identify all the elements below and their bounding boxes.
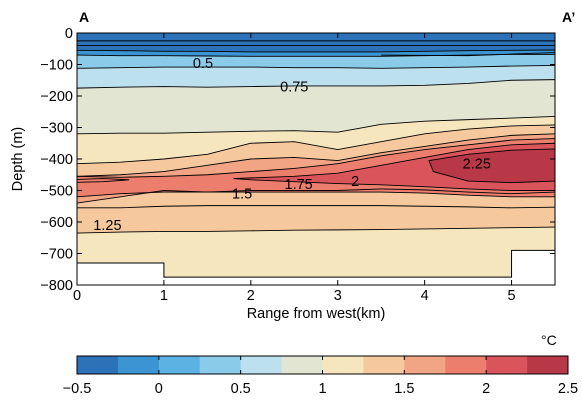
x-tick-label: 5 [508,288,516,304]
y-tick-label: −400 [40,152,73,168]
colorbar-tick-label: 2.5 [558,381,578,397]
contour-label: 2 [351,174,359,190]
x-axis: 0 1 2 3 4 5 [73,33,516,304]
x-axis-label: Range from west(km) [247,306,386,322]
colorbar-swatch [486,356,528,374]
contour-labels: 0.5 0.75 2.25 2 1.75 1.5 1.25 [93,56,491,234]
colorbar-swatch [117,356,160,374]
colorbar-swatch [199,356,241,374]
colorbar: −0.5 0 0.5 1 1.5 2 2.5 [63,355,578,397]
y-tick-label: −500 [40,184,73,200]
colorbar-tick-label: 1.5 [394,381,414,397]
colorbar-tick-label: −0.5 [63,381,92,397]
contour-line-2 [77,64,555,69]
contour-line-0 [77,49,555,53]
contour-line-7 [77,188,555,204]
contour-line-8 [77,205,555,209]
contour-line-1 [77,53,555,57]
colorbar-swatch [445,356,487,374]
y-axis-label: Depth (m) [10,127,26,191]
contour-line-5 [77,124,555,165]
colorbar-swatch [240,356,282,374]
contour-line-4 [77,116,555,135]
contour-lines [77,40,555,234]
colorbar-swatch [322,356,364,374]
colorbar-swatch [158,356,201,374]
colorbar-tick-label: 0 [155,381,163,397]
x-tick-label: 0 [73,288,81,304]
y-tick-label: −200 [40,89,73,105]
contour-core-0 [77,138,555,198]
y-tick-label: 0 [65,26,73,42]
x-tick-label: 1 [160,288,168,304]
colorbar-swatch [77,356,119,374]
contour-label: 2.25 [463,157,491,173]
contour-line-6 [77,133,555,177]
x-tick-label: 2 [247,288,255,304]
colorbar-swatch [281,356,323,374]
y-tick-label: −300 [40,121,73,137]
temperature-field [77,33,555,285]
x-tick-label: 4 [421,288,429,304]
contour-core-2 [428,148,555,184]
contour-label: 0.5 [193,56,213,72]
contour-label: 1.5 [232,187,252,203]
y-tick-label: −800 [40,278,73,294]
colorbar-swatch [404,356,446,374]
section-end-label: A’ [562,9,575,25]
colorbar-tick-label: 2 [482,381,490,397]
contour-line-9 [77,226,555,234]
contour-core-1 [233,142,555,191]
y-tick-label: −700 [40,247,73,263]
colorbar-tick-label: 0.5 [231,381,251,397]
y-tick-label: −600 [40,215,73,231]
y-axis: 0 −100 −200 −300 −400 −500 −600 −700 −800 [40,26,555,294]
y-tick-label: −100 [40,58,73,74]
section-start-label: A [79,9,89,25]
colorbar-tick-label: 1 [318,381,326,397]
warm-core-2p25 [428,148,555,183]
colorbar-swatch [527,356,569,374]
contour-label: 1.25 [93,218,121,234]
x-tick-label: 3 [334,288,342,304]
contour-lens [77,178,130,183]
contour-surface-3 [381,52,555,57]
contour-label: 1.75 [285,177,313,193]
colorbar-unit: °C [541,332,557,348]
colorbar-swatch [363,356,405,374]
contour-line-3 [77,79,555,89]
seafloor-line [77,249,555,278]
bottom-topography [77,250,555,285]
contour-label: 0.75 [280,80,308,96]
